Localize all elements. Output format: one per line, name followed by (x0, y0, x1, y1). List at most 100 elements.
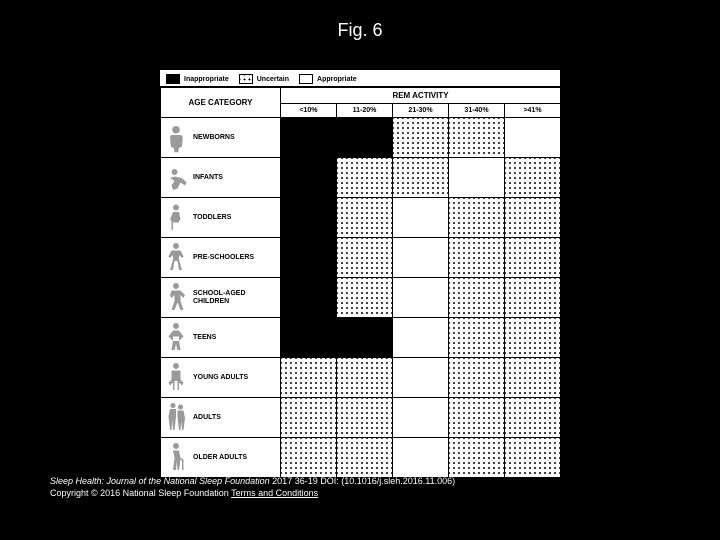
data-cell (449, 398, 505, 438)
data-cell (281, 358, 337, 398)
data-cell (393, 198, 449, 238)
data-cell (505, 438, 561, 478)
table-row: INFANTS (161, 158, 561, 198)
data-cell (393, 238, 449, 278)
data-cell (505, 398, 561, 438)
row-label-text: ADULTS (191, 414, 280, 422)
table-row: NEWBORNS (161, 118, 561, 158)
adults-icon (161, 398, 191, 437)
data-cell (337, 238, 393, 278)
data-cell (449, 198, 505, 238)
table-row: OLDER ADULTS (161, 438, 561, 478)
row-label-text: OLDER ADULTS (191, 454, 280, 462)
data-cell (449, 118, 505, 158)
data-cell (281, 198, 337, 238)
youngadult-icon (161, 358, 191, 397)
data-cell (505, 278, 561, 318)
data-cell (393, 118, 449, 158)
row-label-text: TEENS (191, 334, 280, 342)
col-4: >41% (505, 104, 561, 118)
schoolkid-icon (161, 278, 191, 317)
citation-journal: Sleep Health: Journal of the National Sl… (50, 476, 270, 486)
data-cell (281, 158, 337, 198)
data-cell (449, 278, 505, 318)
data-cell (337, 318, 393, 358)
row-label-cell: INFANTS (161, 158, 281, 198)
row-label-text: INFANTS (191, 174, 280, 182)
header-row-top: AGE CATEGORY REM ACTIVITY (161, 88, 561, 104)
row-label-cell: TEENS (161, 318, 281, 358)
figure: Inappropriate Uncertain Appropriate AGE … (160, 70, 560, 478)
teen-icon (161, 318, 191, 357)
data-cell (505, 238, 561, 278)
data-cell (505, 198, 561, 238)
slide: Fig. 6 Inappropriate Uncertain Appropria… (0, 0, 720, 540)
row-label-cell: ADULTS (161, 398, 281, 438)
data-cell (393, 278, 449, 318)
data-cell (393, 358, 449, 398)
data-cell (337, 118, 393, 158)
toddler-icon (161, 198, 191, 237)
data-cell (337, 158, 393, 198)
data-cell (449, 358, 505, 398)
legend-swatch-appropriate (299, 74, 313, 84)
col-0: <10% (281, 104, 337, 118)
citation: Sleep Health: Journal of the National Sl… (50, 475, 455, 500)
row-label-text: YOUNG ADULTS (191, 374, 280, 382)
data-cell (393, 398, 449, 438)
child-icon (161, 238, 191, 277)
data-cell (449, 438, 505, 478)
data-cell (505, 358, 561, 398)
col-2: 21-30% (393, 104, 449, 118)
legend: Inappropriate Uncertain Appropriate (160, 70, 560, 87)
data-cell (505, 118, 561, 158)
data-cell (505, 318, 561, 358)
table-row: ADULTS (161, 398, 561, 438)
data-cell (449, 238, 505, 278)
data-cell (393, 438, 449, 478)
col-1: 11-20% (337, 104, 393, 118)
row-label-cell: YOUNG ADULTS (161, 358, 281, 398)
row-label-text: NEWBORNS (191, 134, 280, 142)
row-label-cell: OLDER ADULTS (161, 438, 281, 478)
data-cell (505, 158, 561, 198)
legend-swatch-uncertain (239, 74, 253, 84)
row-label-text: SCHOOL-AGED CHILDREN (191, 290, 280, 305)
data-cell (281, 318, 337, 358)
row-label-text: PRE-SCHOOLERS (191, 254, 280, 262)
data-cell (393, 318, 449, 358)
table-row: TEENS (161, 318, 561, 358)
data-cell (449, 318, 505, 358)
data-cell (337, 198, 393, 238)
row-label-cell: NEWBORNS (161, 118, 281, 158)
legend-swatch-inappropriate (166, 74, 180, 84)
data-cell (281, 278, 337, 318)
data-cell (337, 438, 393, 478)
data-cell (281, 438, 337, 478)
table-row: TODDLERS (161, 198, 561, 238)
data-cell (337, 278, 393, 318)
data-cell (337, 358, 393, 398)
citation-ref: 2017 36-19 DOI: (10.1016/j.sleh.2016.11.… (272, 476, 455, 486)
col-3: 31-40% (449, 104, 505, 118)
data-cell (393, 158, 449, 198)
header-age-category: AGE CATEGORY (161, 88, 281, 118)
data-cell (337, 398, 393, 438)
row-label-text: TODDLERS (191, 214, 280, 222)
rem-activity-table: AGE CATEGORY REM ACTIVITY <10% 11-20% 21… (160, 87, 561, 478)
figure-title: Fig. 6 (0, 20, 720, 41)
header-rem-activity: REM ACTIVITY (281, 88, 561, 104)
data-cell (281, 238, 337, 278)
legend-label-inappropriate: Inappropriate (184, 76, 229, 83)
row-label-cell: TODDLERS (161, 198, 281, 238)
elder-icon (161, 438, 191, 477)
data-cell (281, 118, 337, 158)
row-label-cell: SCHOOL-AGED CHILDREN (161, 278, 281, 318)
terms-link[interactable]: Terms and Conditions (231, 488, 318, 498)
table-row: SCHOOL-AGED CHILDREN (161, 278, 561, 318)
crawl-icon (161, 158, 191, 197)
row-label-cell: PRE-SCHOOLERS (161, 238, 281, 278)
data-cell (281, 398, 337, 438)
citation-copyright: Copyright © 2016 National Sleep Foundati… (50, 488, 229, 498)
legend-label-uncertain: Uncertain (257, 76, 289, 83)
